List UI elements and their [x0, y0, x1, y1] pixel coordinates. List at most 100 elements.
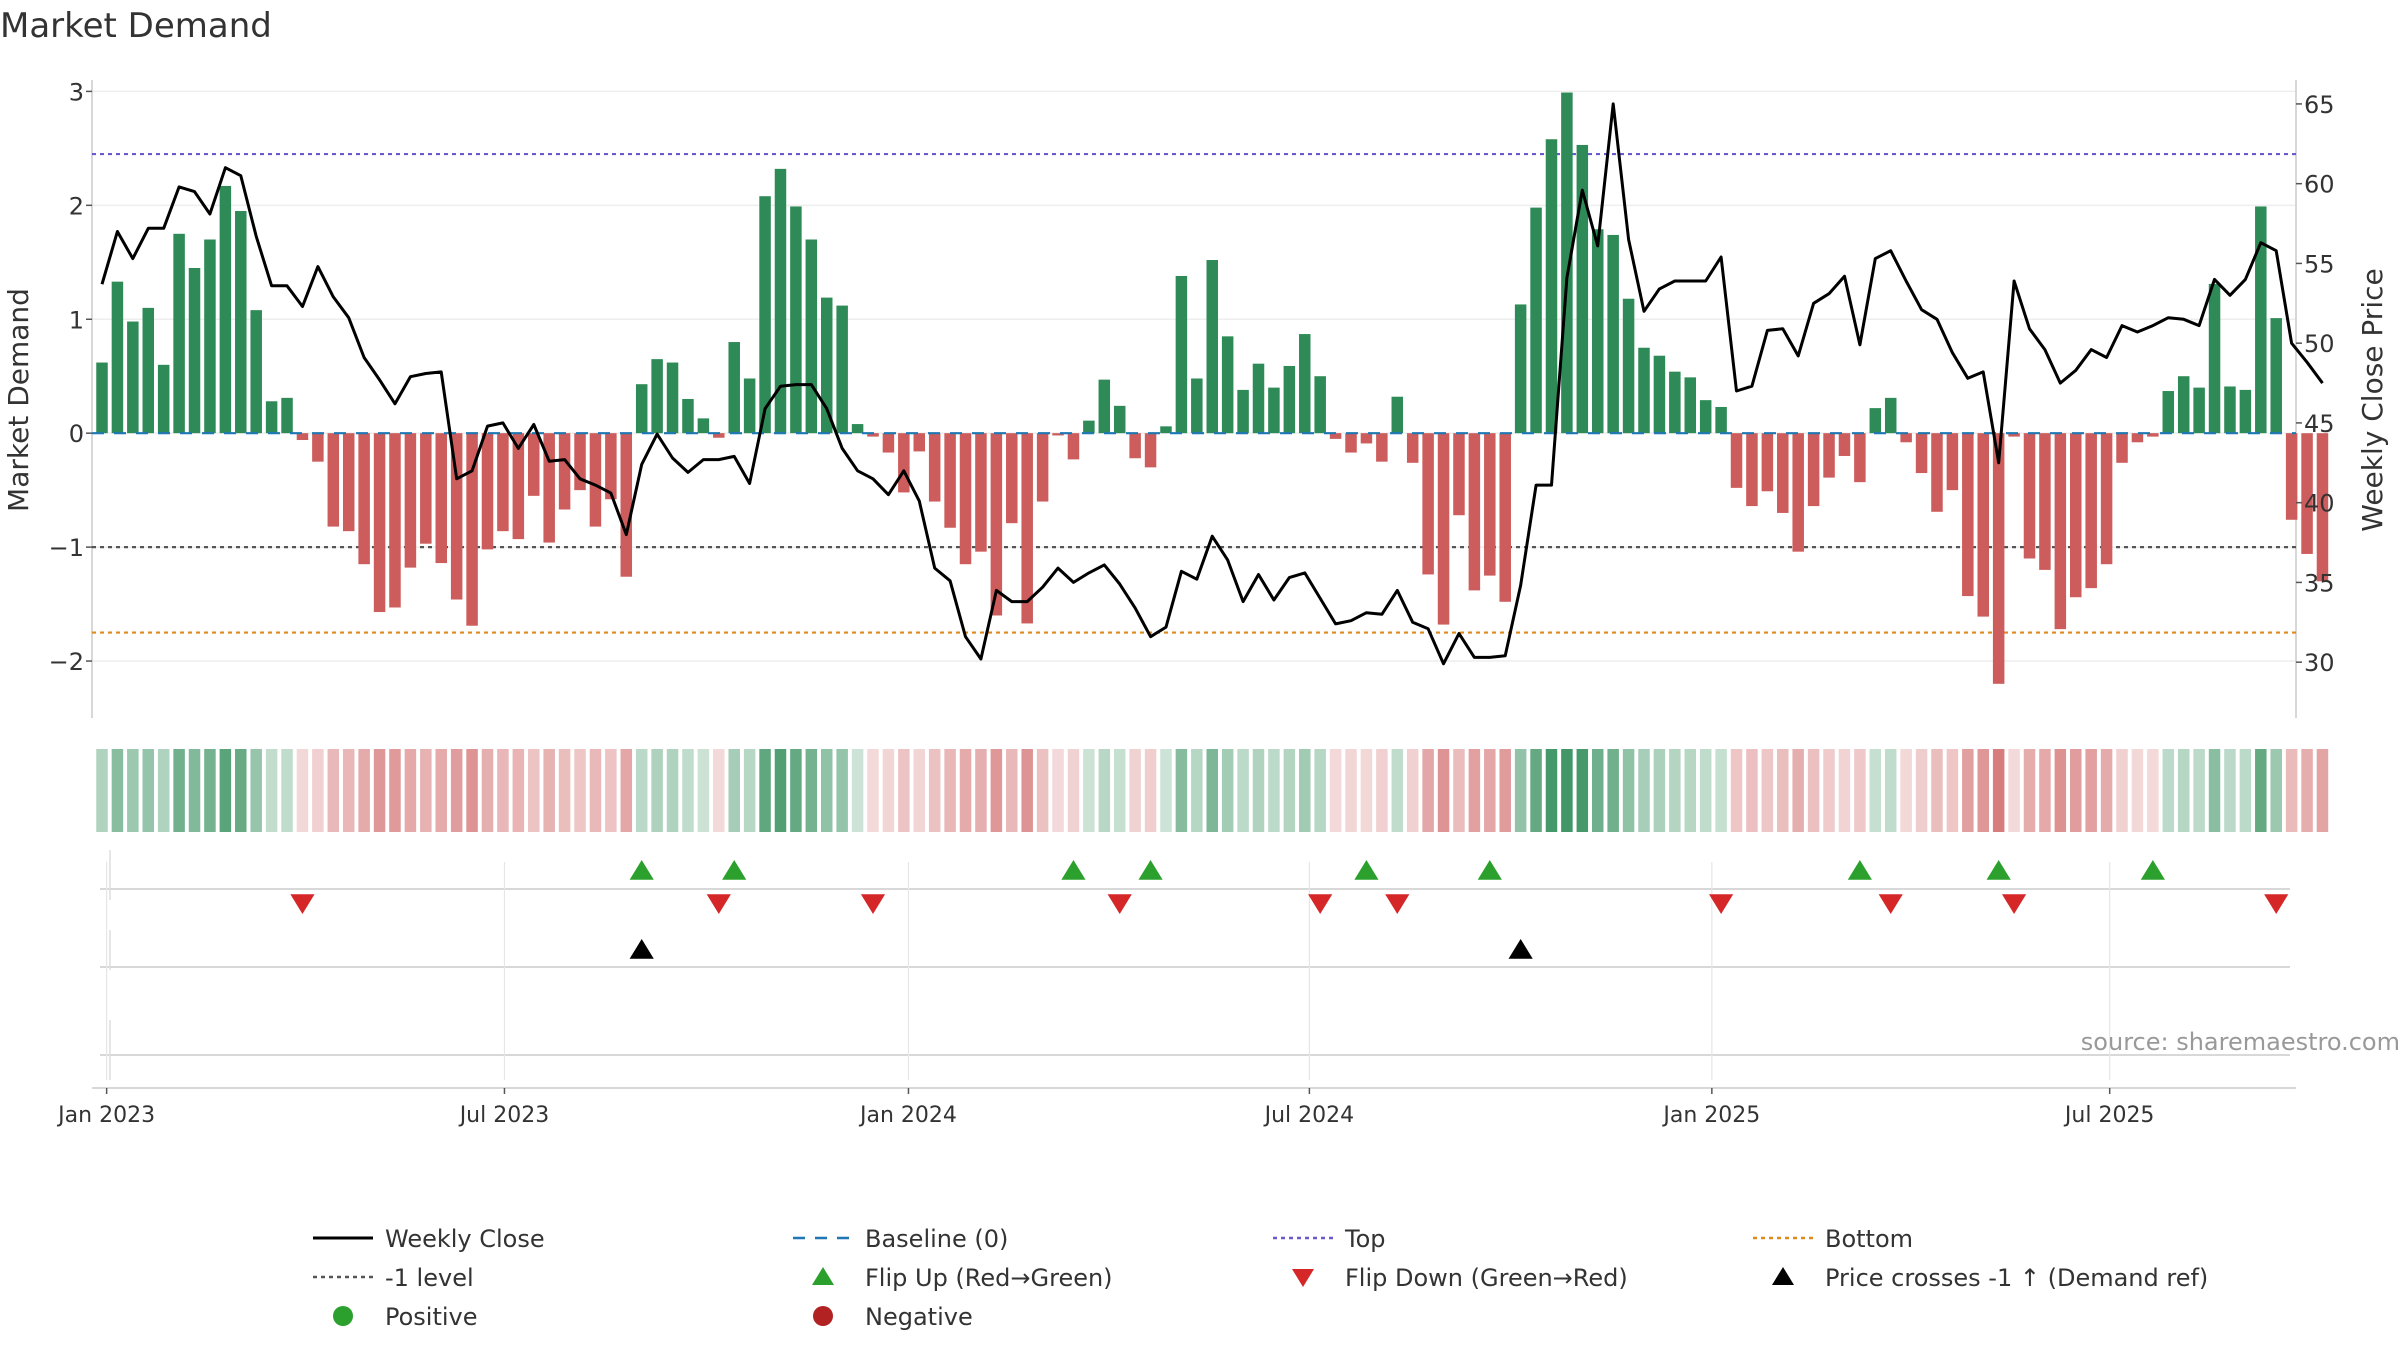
strip-cell-46 [805, 749, 818, 832]
demand-bar-1 [111, 281, 124, 434]
strip-cell-112 [1823, 749, 1835, 832]
strip-cell-116 [1884, 749, 1897, 832]
demand-bar-102 [1669, 371, 1681, 434]
demand-bars [96, 92, 2329, 684]
flip-up-marker-6 [1847, 860, 1872, 880]
strip-cell-79 [1314, 749, 1326, 832]
demand-bar-140 [2255, 206, 2267, 434]
strip-cell-32 [589, 749, 602, 832]
legend-swatch-flip-down [1292, 1269, 1314, 1287]
strip-cell-3 [142, 749, 155, 832]
flip-down-marker-6 [1709, 894, 1734, 914]
legend-swatch-flip-up [812, 1267, 834, 1285]
demand-bar-51 [882, 433, 895, 453]
y2-tick-label-1: 60 [2304, 171, 2335, 199]
strip-cell-141 [2270, 749, 2282, 832]
price-cross-marker-1 [1508, 939, 1533, 959]
demand-bar-113 [1838, 433, 1851, 456]
strip-cell-23 [450, 749, 463, 832]
demand-bar-34 [620, 433, 633, 577]
demand-bar-131 [2116, 433, 2128, 463]
demand-bar-112 [1823, 433, 1835, 478]
demand-bar-125 [2023, 433, 2036, 559]
demand-bar-66 [1113, 405, 1126, 434]
demand-bar-116 [1884, 397, 1897, 434]
strip-cell-36 [651, 749, 663, 832]
strip-cell-83 [1376, 749, 1388, 832]
strip-cell-52 [898, 749, 910, 832]
legend-item-flip_down: Flip Down (Green→Red) [1292, 1264, 1628, 1292]
legend-swatch-negative [813, 1306, 833, 1326]
weekly-close-line [100, 102, 2324, 666]
demand-bar-123 [1992, 433, 2005, 684]
flip-down-marker-8 [2001, 894, 2027, 914]
demand-bar-24 [466, 433, 478, 626]
demand-bar-17 [358, 433, 370, 565]
y2-tick-label-4: 45 [2304, 410, 2335, 438]
strip-cell-55 [944, 749, 956, 832]
legend-swatch-price-cross [1772, 1267, 1794, 1285]
strip-cell-40 [713, 749, 725, 832]
strip-cell-120 [1946, 749, 1959, 832]
strip-cell-11 [265, 749, 278, 832]
legend-label-baseline: Baseline (0) [865, 1225, 1008, 1253]
demand-bar-22 [435, 433, 447, 564]
strip-cell-45 [790, 749, 802, 832]
strip-cell-63 [1067, 749, 1080, 832]
strip-cell-108 [1761, 749, 1774, 832]
strip-cell-14 [312, 749, 324, 832]
demand-bar-93 [1530, 207, 1542, 434]
demand-bar-136 [2193, 387, 2205, 434]
strip-cell-95 [1561, 749, 1573, 832]
demand-bar-143 [2301, 433, 2313, 554]
price-cross-markers [629, 939, 1533, 959]
strip-cell-123 [1992, 749, 2005, 832]
strip-cell-139 [2239, 749, 2252, 832]
flip-up-marker-8 [2140, 860, 2165, 880]
demand-bar-84 [1391, 396, 1404, 434]
demand-bar-128 [2070, 433, 2082, 598]
demand-bar-50 [867, 433, 879, 437]
flip-down-marker-3 [1107, 894, 1132, 914]
strip-cell-66 [1113, 749, 1126, 832]
legend-item-weekly_close: Weekly Close [313, 1225, 545, 1253]
legend-label-price_cross: Price crosses -1 ↑ (Demand ref) [1825, 1264, 2208, 1292]
strip-cell-143 [2301, 749, 2313, 832]
strip-cell-137 [2208, 749, 2221, 832]
flip-up-marker-7 [1986, 860, 2011, 880]
strip-cell-0 [96, 749, 108, 832]
y2-axis-label: Weekly Close Price [2356, 268, 2389, 531]
strip-cell-49 [851, 749, 864, 832]
legend-label-flip_down: Flip Down (Green→Red) [1345, 1264, 1628, 1292]
flip-down-marker-7 [1878, 894, 1903, 914]
strip-cell-121 [1962, 749, 1974, 832]
strip-cell-124 [2008, 749, 2020, 832]
legend: Weekly Close Baseline (0) Top Bottom -1 leve… [313, 1225, 2208, 1331]
demand-bar-87 [1437, 433, 1450, 625]
strip-cell-78 [1299, 749, 1311, 832]
strip-cell-77 [1283, 749, 1296, 832]
strip-cell-81 [1345, 749, 1357, 832]
strip-cell-96 [1576, 749, 1589, 832]
strip-cell-89 [1468, 749, 1481, 832]
strip-cell-105 [1715, 749, 1727, 832]
strip-cell-22 [435, 749, 447, 832]
strip-cell-136 [2193, 749, 2205, 832]
demand-bar-139 [2239, 389, 2252, 434]
demand-bar-75 [1252, 363, 1265, 434]
demand-bar-13 [296, 433, 309, 441]
strip-cell-135 [2177, 749, 2190, 832]
demand-bar-83 [1376, 433, 1388, 462]
demand-bar-18 [373, 433, 386, 613]
strip-cell-47 [820, 749, 833, 832]
demand-bar-100 [1638, 347, 1650, 434]
demand-bar-10 [250, 310, 262, 434]
demand-bar-92 [1514, 304, 1527, 434]
demand-bar-74 [1237, 389, 1249, 434]
demand-bar-41 [728, 342, 740, 434]
demand-bar-129 [2085, 433, 2097, 589]
strip-cell-132 [2131, 749, 2144, 832]
flip-down-marker-1 [706, 894, 731, 914]
demand-bar-12 [281, 397, 293, 434]
x-tick-label-2: Jan 2024 [858, 1103, 957, 1128]
